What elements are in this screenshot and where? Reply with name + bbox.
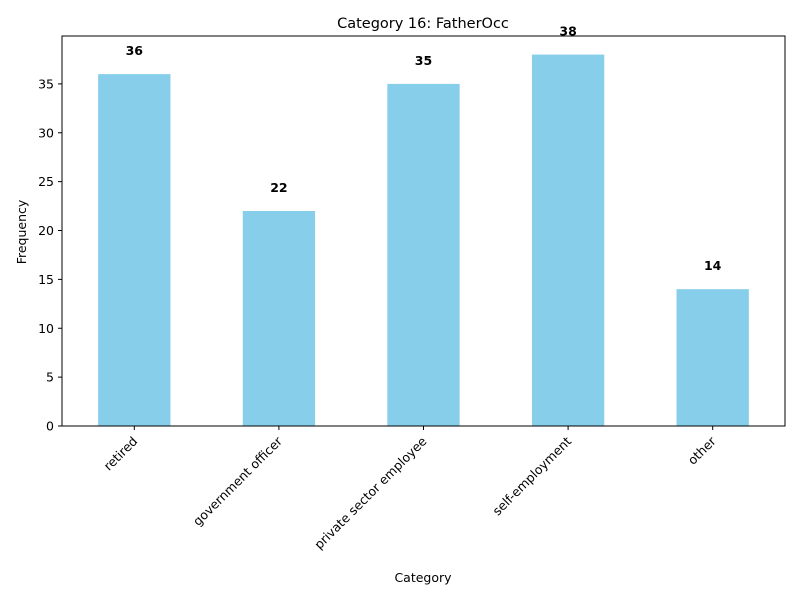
data-label: 35 [415,53,432,68]
bar [242,210,316,426]
plot-frame [61,35,786,427]
y-tick-label: 10 [38,321,54,336]
data-label: 36 [126,43,144,58]
y-tick-label: 15 [38,272,54,287]
x-axis-label: Category [394,570,452,585]
bars-group [98,54,749,426]
y-tick-label: 35 [38,76,54,91]
y-axis: 0 5 10 15 20 25 30 35 [38,76,62,434]
data-label: 38 [559,24,576,39]
bar [387,83,460,426]
y-tick-label: 20 [38,223,54,238]
bar [98,74,171,426]
x-tick-label: self-employment [489,433,574,518]
x-tick-label: retired [101,434,141,474]
data-labels-group: 36 22 35 38 14 [126,24,722,274]
y-tick-label: 25 [38,174,54,189]
x-axis: retired government officer private sector … [101,426,720,552]
bar [676,289,749,426]
y-tick-label: 30 [38,125,54,140]
x-tick-label: other [685,433,720,468]
data-label: 14 [704,258,722,273]
x-tick-label: government officer [190,433,286,529]
x-tick-label: private sector employee [311,433,430,552]
chart-title: Category 16: FatherOcc [337,16,509,32]
y-tick-label: 5 [46,370,54,385]
data-label: 22 [270,180,287,195]
bar [531,54,605,426]
y-axis-label: Frequency [14,199,29,264]
y-tick-label: 0 [46,419,54,434]
